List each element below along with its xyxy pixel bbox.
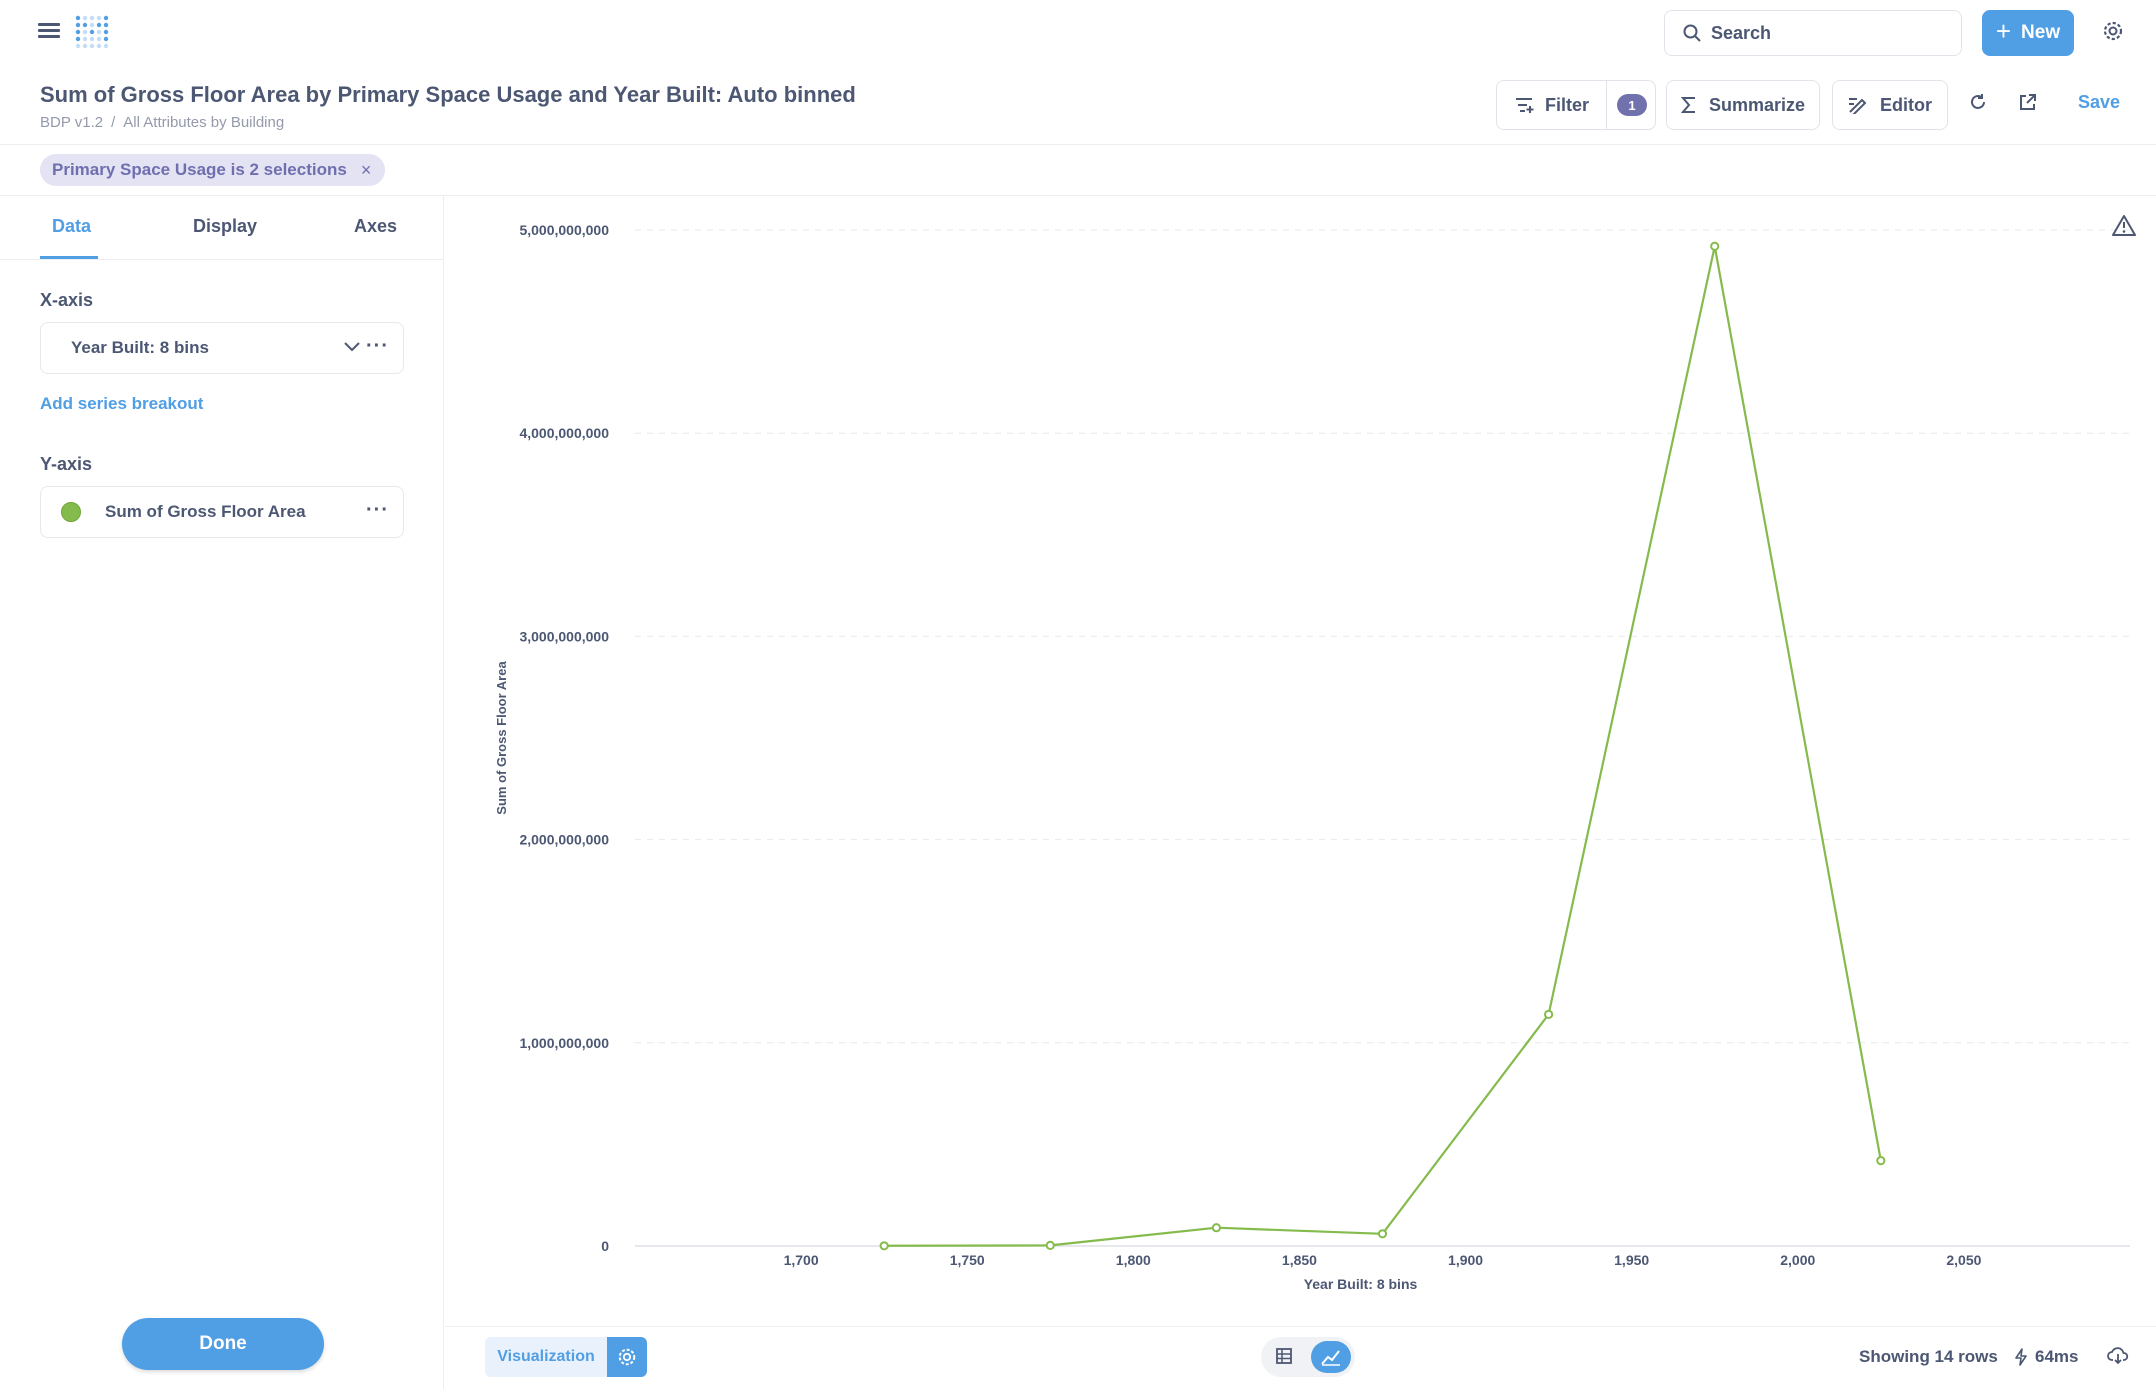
x-axis-title: Year Built: 8 bins [1304,1276,1418,1292]
filter-pill[interactable]: Primary Space Usage is 2 selections × [40,154,386,186]
save-button[interactable]: Save [2078,92,2121,112]
refresh-icon[interactable] [1968,92,1988,117]
row-count: Showing 14 rows [1859,1347,1998,1366]
filter-divider [0,195,2156,196]
line-chart: 0 1,000,000,000 2,000,000,000 3,000,000,000… [494,222,2130,1292]
editor-label: Editor [1880,94,1932,115]
tab-axes[interactable]: Axes [354,216,398,236]
data-point [1876,1156,1886,1166]
query-timing: 64ms [2015,1347,2078,1367]
filter-label: Filter [1545,94,1590,115]
footer-bar: Visualization Showing 14 rows 64ms [445,1326,2156,1389]
warning-icon[interactable] [2112,214,2136,241]
series-color-swatch[interactable] [61,502,81,522]
x-tick-label: 1,700 [784,1252,819,1268]
breadcrumb-database[interactable]: BDP v1.2 [40,114,104,131]
data-point [1377,1229,1388,1239]
x-tick-label: 1,900 [1448,1252,1483,1268]
chart-container: 0 1,000,000,000 2,000,000,000 3,000,000,000… [445,196,2156,1326]
chart-settings-sidebar: Data Display Axes X-axis Year Built: 8 b… [0,196,444,1389]
question-title[interactable]: Sum of Gross Floor Area by Primary Space… [40,82,856,107]
tab-display[interactable]: Display [193,216,258,236]
active-tab-indicator [40,256,98,259]
filter-button-group: Filter 1 [1496,80,1656,130]
y-axis-title: Sum of Gross Floor Area [494,661,509,815]
chart-view-icon[interactable] [1311,1341,1351,1373]
summarize-label: Summarize [1708,94,1806,115]
x-axis-field-select[interactable]: Year Built: 8 bins ··· [40,322,404,374]
x-tick-label: 2,050 [1946,1252,1981,1268]
y-axis-label: Y-axis [40,454,93,474]
sigma-icon [1680,97,1695,113]
table-view-icon[interactable] [1275,1347,1293,1370]
menu-icon[interactable] [38,20,60,42]
new-button[interactable]: + New [1982,10,2074,56]
x-tick-label: 1,800 [1116,1252,1151,1268]
settings-tabs: Data Display Axes [0,196,444,260]
series-line [884,245,1882,1247]
filter-count-badge[interactable]: 1 [1617,94,1647,116]
y-tick-label: 2,000,000,000 [519,832,609,848]
x-axis-field-name: Year Built: 8 bins [71,338,209,357]
y-tick-label: 4,000,000,000 [519,425,609,441]
data-point [1211,1223,1221,1233]
x-tick-label: 1,950 [1614,1252,1649,1268]
editor-button[interactable]: Editor [1832,80,1948,130]
view-toggle [1261,1337,1355,1377]
search-input[interactable]: Search [1664,10,1962,56]
x-tick-label: 1,750 [950,1252,985,1268]
more-options-icon[interactable]: ··· [366,335,389,357]
visualization-button[interactable]: Visualization [485,1337,607,1377]
done-button[interactable]: Done [122,1318,324,1370]
chevron-down-icon[interactable] [343,340,361,358]
y-tick-label: 1,000,000,000 [519,1035,609,1051]
header-divider [0,144,2156,145]
data-point [1544,1009,1554,1019]
data-point [1710,241,1720,251]
y-axis-field-name: Sum of Gross Floor Area [105,502,306,521]
summarize-button[interactable]: Summarize [1666,80,1820,130]
notebook-pencil-icon [1849,98,1867,114]
tab-data[interactable]: Data [52,216,92,236]
new-button-label: New [2021,22,2061,43]
add-series-breakout-link[interactable]: Add series breakout [40,394,204,413]
x-tick-label: 1,850 [1282,1252,1317,1268]
y-tick-label: 3,000,000,000 [519,628,609,644]
timing-value: 64ms [2035,1347,2079,1366]
filter-button[interactable]: Filter [1497,81,1607,129]
filter-icon [1516,98,1534,113]
share-external-icon[interactable] [2018,92,2038,117]
breadcrumb: BDP v1.2 / All Attributes by Building [40,114,284,131]
top-nav: Search + New [0,0,2156,64]
close-icon[interactable]: × [360,159,372,180]
x-axis-label: X-axis [40,290,94,310]
more-options-icon[interactable]: ··· [366,499,389,521]
data-point [879,1241,889,1251]
x-tick-label: 2,000 [1780,1252,1815,1268]
settings-gear-icon[interactable] [2102,20,2124,47]
viz-settings-gear-icon[interactable] [607,1337,647,1377]
lightning-icon [2015,1348,2027,1366]
breadcrumb-table[interactable]: All Attributes by Building [123,114,285,131]
metabase-logo-icon[interactable] [74,12,110,57]
y-axis-field[interactable]: Sum of Gross Floor Area ··· [40,486,404,538]
search-placeholder: Search [1711,22,1772,43]
plus-icon: + [1995,16,2012,46]
filter-pill-label: Primary Space Usage is 2 selections [52,160,347,179]
data-point [1045,1240,1055,1250]
download-icon[interactable] [2107,1345,2129,1370]
search-icon [1683,24,1701,42]
y-tick-label: 5,000,000,000 [519,222,609,238]
y-tick-label: 0 [601,1238,609,1254]
breadcrumb-separator: / [111,114,116,131]
